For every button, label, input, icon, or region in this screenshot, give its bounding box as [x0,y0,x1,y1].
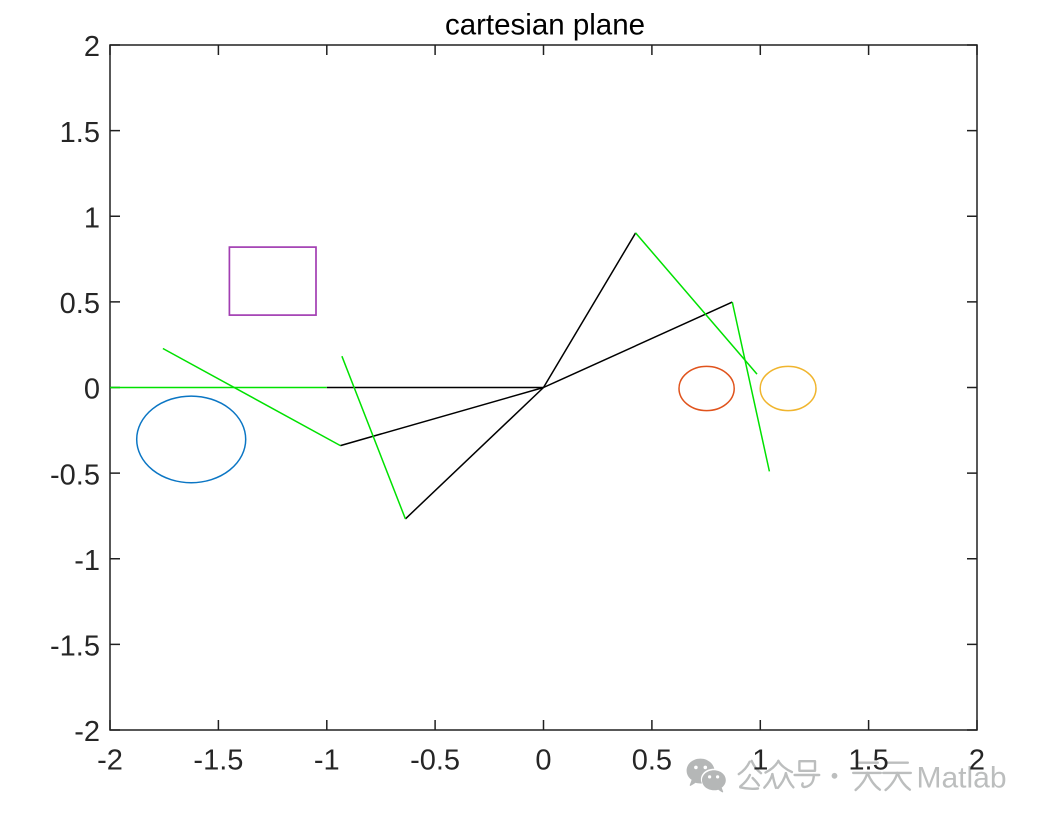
svg-text:1: 1 [752,745,768,777]
svg-text:-1.5: -1.5 [193,745,243,777]
svg-text:0: 0 [84,374,100,406]
svg-text:-2: -2 [74,716,100,748]
svg-text:-1.5: -1.5 [50,631,100,663]
svg-text:Matlab: Matlab [917,762,1007,795]
svg-text:-0.5: -0.5 [50,459,100,491]
svg-text:-1: -1 [314,745,340,777]
svg-text:0.5: 0.5 [632,745,672,777]
svg-text:1.5: 1.5 [848,745,888,777]
svg-text:1: 1 [84,203,100,235]
svg-text:0: 0 [535,745,551,777]
svg-text:2: 2 [84,31,100,63]
svg-text:0.5: 0.5 [60,288,100,320]
svg-text:2: 2 [969,745,985,777]
svg-text:-2: -2 [97,745,123,777]
svg-text:-1: -1 [74,545,100,577]
svg-text:-0.5: -0.5 [410,745,460,777]
svg-text:1.5: 1.5 [60,117,100,149]
svg-text:cartesian plane: cartesian plane [445,9,645,42]
